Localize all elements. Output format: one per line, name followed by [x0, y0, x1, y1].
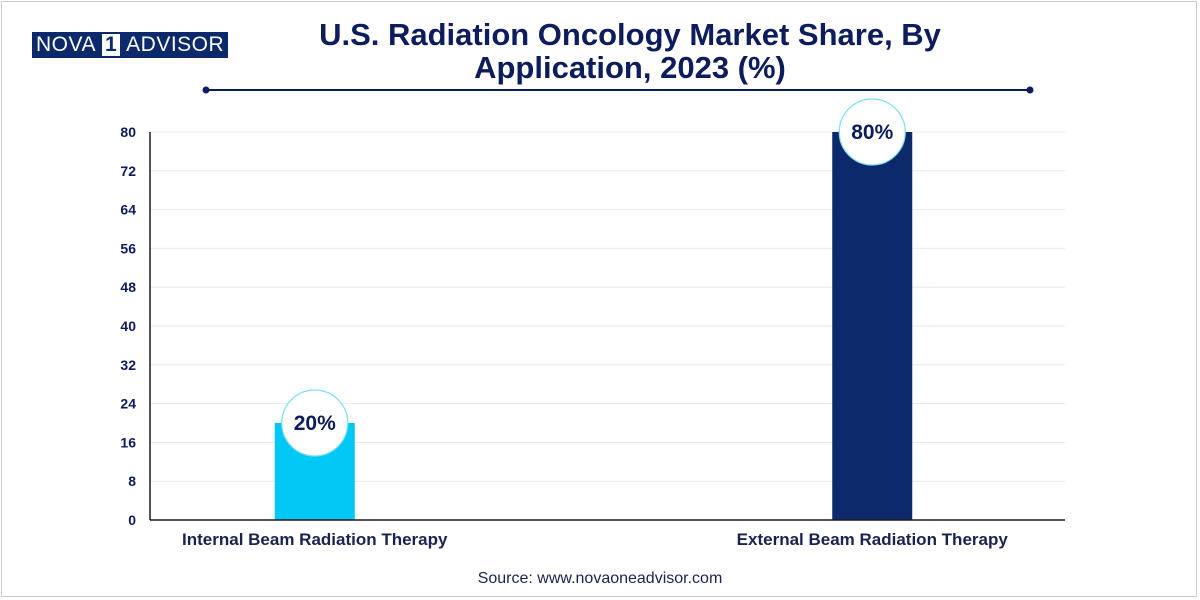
- y-tick-label: 24: [120, 396, 136, 412]
- x-axis: Internal Beam Radiation Therapy External …: [150, 519, 1065, 549]
- data-labels: 20% 80%: [281, 98, 906, 457]
- data-label: 20%: [294, 412, 336, 435]
- brand-logo-left: NOVA: [32, 32, 100, 58]
- y-tick-label: 0: [128, 512, 136, 528]
- data-label-badge: [281, 389, 349, 457]
- x-category-label: Internal Beam Radiation Therapy: [182, 530, 448, 549]
- y-tick-label: 64: [120, 202, 136, 218]
- brand-logo-right: ADVISOR: [122, 32, 229, 58]
- brand-logo: NOVA 1 ADVISOR: [32, 32, 229, 58]
- y-tick-label: 48: [120, 279, 136, 295]
- title-divider-left-dot: [202, 86, 210, 94]
- bars: [274, 132, 913, 520]
- source-note: Source: www.novaoneadvisor.com: [477, 570, 723, 587]
- y-tick-label: 80: [120, 124, 136, 140]
- y-tick-label: 72: [120, 163, 136, 179]
- y-tick-label: 32: [120, 357, 136, 373]
- chart-title: U.S. Radiation Oncology Market Share, By…: [319, 17, 941, 85]
- brand-logo-mid: 1: [99, 32, 123, 58]
- y-tick-label: 56: [120, 240, 136, 256]
- bar: [832, 132, 913, 520]
- data-label: 80%: [851, 121, 893, 144]
- y-tick-label: 8: [128, 473, 136, 489]
- y-tick-label: 16: [120, 434, 136, 450]
- data-label-badge: [838, 98, 906, 166]
- x-category-label: External Beam Radiation Therapy: [737, 530, 1009, 549]
- y-axis: 0 8 16 24 32 40 48 56 64 72 80: [120, 124, 151, 528]
- y-tick-label: 40: [120, 318, 136, 334]
- title-divider-right-dot: [1026, 86, 1034, 94]
